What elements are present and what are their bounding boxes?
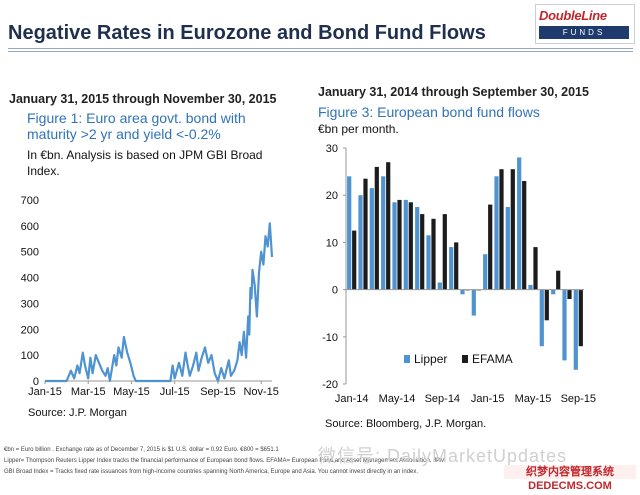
chart1-ytick-label: 400 [21, 273, 39, 285]
watermark: 微信号: DailyMarketUpdates [318, 446, 568, 466]
chart2-bar-lipper [528, 284, 533, 290]
chart2-xtick-label: Jan-14 [335, 393, 369, 405]
chart2-bar-lipper [551, 289, 556, 295]
chart1-xtick-label: Jan-15 [28, 386, 62, 398]
footnote-3: GBI Broad Index = Tracks fixed rate issu… [4, 469, 419, 475]
footnote-1: €bn = Euro billion . Exchange rate as of… [4, 447, 279, 453]
chart1-source: Source: J.P. Morgan [28, 407, 127, 419]
header-divider-secondary [8, 51, 633, 52]
chart1-period: January 31, 2015 through November 30, 20… [9, 92, 277, 106]
corner-badge-text: 织梦内容管理系统 [504, 465, 636, 479]
chart2-bar-lipper [381, 176, 386, 290]
chart2-period: January 31, 2014 through September 30, 2… [318, 85, 589, 99]
page-title: Negative Rates in Eurozone and Bond Fund… [8, 22, 486, 44]
chart1-ytick-label: 700 [21, 195, 39, 207]
chart2-bar-lipper [539, 289, 544, 347]
chart2-bar-lipper [517, 157, 522, 290]
chart2-bar-lipper [347, 176, 352, 290]
chart2-source: Source: Bloomberg, J.P. Morgan. [325, 418, 487, 430]
chart2-xtick-label: Sep-14 [425, 393, 460, 405]
chart2-bar-efama [363, 178, 368, 290]
chart2-xtick-label: May-15 [515, 393, 552, 405]
doubleline-logo: DoubleLine FUNDS [535, 4, 635, 44]
chart2-bar-efama [510, 169, 515, 290]
chart2-bar-lipper [471, 289, 476, 316]
chart2-legend-label-lipper: Lipper [414, 352, 447, 366]
chart2-bar-efama [408, 202, 413, 290]
chart2-legend-swatch-lipper [404, 355, 410, 363]
chart2-bar-lipper [505, 207, 510, 290]
chart2-xtick-label: May-14 [379, 393, 416, 405]
chart2-bar-efama [374, 166, 379, 290]
chart1-title: Figure 1: Euro area govt. bond with matu… [27, 110, 246, 142]
chart2-bar-lipper [426, 235, 431, 290]
chart2-bar-efama [454, 242, 459, 290]
chart2-legend-swatch-efama [462, 355, 468, 363]
chart2-legend-label-efama: EFAMA [472, 352, 513, 366]
logo-name: DoubleLine [539, 8, 607, 23]
footnote-2: Lipper= Thompson Reuters Lipper Index tr… [4, 458, 446, 464]
chart2-bar-efama [386, 162, 391, 290]
chart2-bar-efama [397, 199, 402, 290]
chart2-bar-efama [442, 214, 447, 290]
chart2-bar-efama [499, 169, 504, 290]
chart2-bar-efama [522, 181, 527, 290]
chart2-bar-lipper [437, 282, 442, 290]
chart2-bar-lipper [483, 254, 488, 290]
chart2-ytick-label: 10 [326, 237, 338, 249]
chart1-ytick-label: 600 [21, 221, 39, 233]
chart2-bar-chart: 30 20 10 0 -10 -20 Jan-14 May-14 Sep-14 Jan-15 May… [322, 143, 596, 405]
chart1-line-chart: 0 100 200 300 400 500 600 700 Jan-15 Mar-15 May-15… [21, 195, 279, 398]
chart2-bar-efama [420, 214, 425, 290]
chart2-xtick-label: Jan-15 [471, 393, 505, 405]
chart1-xtick-label: Sep-15 [200, 386, 235, 398]
chart2-ytick-label: -10 [322, 332, 338, 344]
chart1-xtick-label: Jul-15 [160, 386, 190, 398]
chart2-bar-efama [578, 289, 583, 347]
chart2-bar-lipper [358, 195, 363, 290]
chart2-ytick-label: 30 [326, 143, 338, 155]
chart2-ytick-label: 0 [332, 285, 338, 297]
chart2-bar-lipper [562, 289, 567, 361]
chart2-bar-lipper [415, 207, 420, 290]
chart2-ytick-label: 20 [326, 190, 338, 202]
chart2-bar-efama [567, 289, 572, 299]
chart1-ytick-label: 0 [33, 376, 39, 388]
chart2-title: Figure 3: European bond fund flows [318, 104, 540, 120]
chart1-series-line [45, 222, 274, 383]
chart2-bar-lipper [494, 176, 499, 290]
chart1-ytick-label: 300 [21, 298, 39, 310]
chart2-bar-efama [556, 270, 561, 290]
chart1-ytick-label: 500 [21, 247, 39, 259]
chart2-bar-lipper [573, 289, 578, 370]
chart2-bar-efama [352, 230, 357, 290]
chart1-xtick-label: Mar-15 [71, 386, 106, 398]
chart2-ylabel: €bn per month. [318, 122, 399, 136]
chart1-ytick-label: 200 [21, 324, 39, 336]
logo-subtitle: FUNDS [539, 26, 629, 39]
chart2-bar-efama [544, 289, 549, 321]
header-divider [8, 48, 633, 49]
chart2-bar-lipper [392, 202, 397, 290]
chart2-bar-lipper [403, 199, 408, 290]
chart2-bar-lipper [369, 188, 374, 290]
chart2-bar-efama [533, 247, 538, 290]
chart2-ytick-label: -20 [322, 379, 338, 391]
chart2-bar-efama [488, 204, 493, 290]
chart2-xtick-label: Sep-15 [561, 393, 596, 405]
chart1-ytick-label: 100 [21, 350, 39, 362]
corner-badge-domain: DEDECMS.COM [528, 480, 612, 492]
chart2-bar-lipper [449, 247, 454, 290]
chart1-xtick-label: May-15 [113, 386, 150, 398]
chart2-bar-lipper [460, 289, 465, 295]
chart2-bar-efama [431, 218, 436, 290]
chart1-note: In €bn. Analysis is based on JPM GBI Bro… [27, 148, 263, 178]
chart1-xtick-label: Nov-15 [243, 386, 278, 398]
